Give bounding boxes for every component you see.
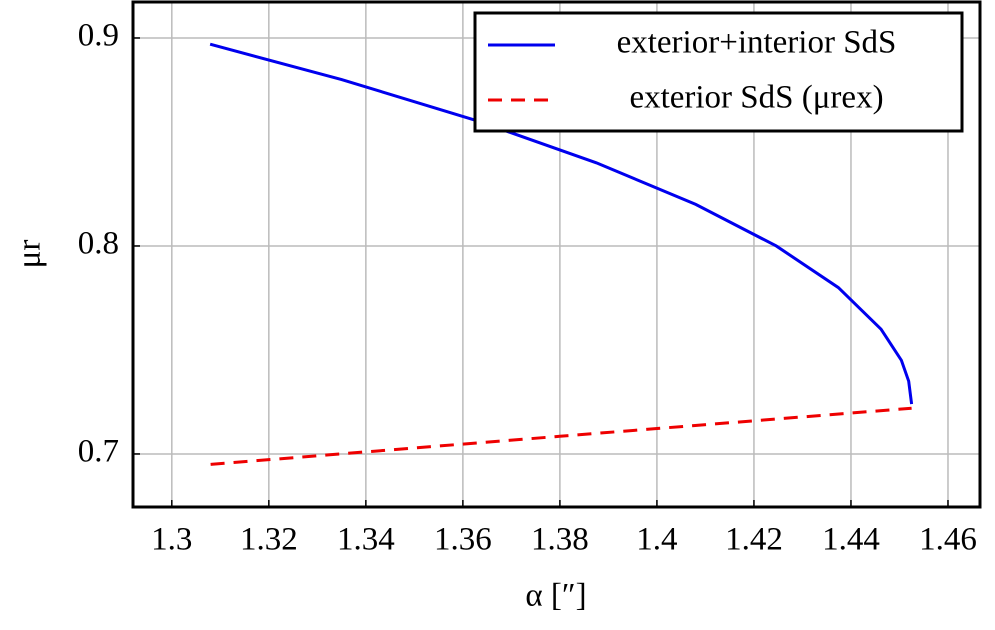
x-tick-label: 1.3 bbox=[151, 522, 192, 558]
legend-label: exterior SdS (μrex) bbox=[629, 80, 883, 116]
line-series bbox=[210, 406, 912, 466]
x-tick-label: 1.46 bbox=[919, 522, 977, 558]
y-tick-label: 0.9 bbox=[78, 18, 119, 54]
x-tick-label: 1.34 bbox=[337, 522, 395, 558]
x-tick-label: 1.44 bbox=[822, 522, 880, 558]
x-tick-label: 1.38 bbox=[531, 522, 589, 558]
y-tick-label: 0.7 bbox=[78, 434, 119, 470]
x-tick-label: 1.32 bbox=[240, 522, 298, 558]
x-tick-label: 1.42 bbox=[725, 522, 783, 558]
y-tick-label: 0.8 bbox=[78, 226, 119, 262]
x-axis-label: α [″] bbox=[525, 578, 586, 614]
line-series bbox=[209, 42, 914, 405]
legend-label: exterior+interior SdS bbox=[617, 25, 897, 61]
plot-frame bbox=[131, 0, 982, 509]
legend-box bbox=[473, 11, 964, 133]
x-tick-label: 1.4 bbox=[636, 522, 677, 558]
y-axis-label: μr bbox=[12, 240, 48, 269]
x-tick-label: 1.36 bbox=[434, 522, 492, 558]
